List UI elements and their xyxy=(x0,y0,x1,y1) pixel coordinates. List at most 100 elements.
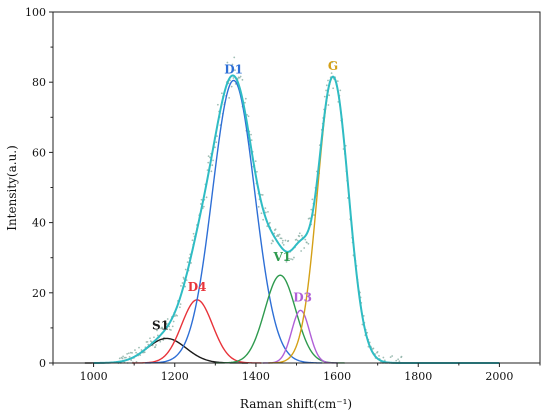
raw-point xyxy=(400,355,403,358)
raw-point xyxy=(311,198,314,201)
raw-point xyxy=(325,89,327,92)
x-tick-label: 1600 xyxy=(323,370,351,383)
raw-point xyxy=(135,351,137,354)
raw-point xyxy=(323,95,326,98)
x-axis-label: Raman shift(cm⁻¹) xyxy=(240,397,352,411)
raw-point xyxy=(281,241,284,244)
raw-point xyxy=(146,340,149,343)
raw-point xyxy=(293,256,295,259)
raw-point xyxy=(288,257,290,260)
raw-point xyxy=(214,146,216,149)
raw-point xyxy=(383,359,386,362)
raw-point xyxy=(231,63,234,66)
raw-point xyxy=(332,87,335,90)
raw-point xyxy=(295,238,298,241)
raw-point xyxy=(287,239,290,242)
raw-point xyxy=(378,354,380,357)
raw-point xyxy=(272,240,274,243)
raw-point xyxy=(205,196,208,199)
raw-point xyxy=(184,285,186,288)
raw-point xyxy=(391,355,394,357)
x-tick-label: 2000 xyxy=(485,370,513,383)
raw-point xyxy=(210,170,213,173)
raw-point xyxy=(256,170,258,173)
y-tick-label: 20 xyxy=(32,287,46,300)
raw-point xyxy=(125,356,127,359)
raw-point xyxy=(264,207,267,210)
peak-curve-s1 xyxy=(84,337,248,364)
raw-point xyxy=(143,351,146,354)
raw-point xyxy=(382,356,385,359)
raw-point xyxy=(159,340,162,343)
raw-point xyxy=(313,214,315,216)
raw-point xyxy=(250,133,252,136)
peak-label-v1: V1 xyxy=(272,250,291,264)
raw-point xyxy=(284,239,287,242)
y-tick-label: 100 xyxy=(25,6,46,19)
raw-point xyxy=(254,160,257,163)
raw-point xyxy=(304,238,307,241)
raw-point xyxy=(153,336,155,339)
raw-point xyxy=(166,318,169,320)
raw-point xyxy=(232,77,235,79)
raw-point xyxy=(234,69,236,72)
raw-point xyxy=(397,358,400,361)
peak-curve-d1 xyxy=(144,79,322,364)
raw-point xyxy=(220,92,223,95)
peak-curve-g xyxy=(268,76,398,364)
raw-point xyxy=(202,205,205,208)
raw-point xyxy=(138,346,140,349)
raw-point xyxy=(122,355,124,358)
raw-point xyxy=(267,210,269,213)
raw-point xyxy=(191,239,194,242)
raw-point xyxy=(290,258,292,260)
raw-point xyxy=(330,72,333,75)
raw-point xyxy=(181,282,184,284)
raw-point xyxy=(239,75,242,78)
raw-point xyxy=(308,217,311,220)
raw-point xyxy=(264,211,267,214)
raw-point xyxy=(389,356,392,359)
raw-point xyxy=(156,329,158,332)
raw-point xyxy=(284,259,287,261)
x-tick-label: 1000 xyxy=(80,370,108,383)
raw-point xyxy=(184,268,187,271)
raw-point xyxy=(211,164,214,167)
raw-point xyxy=(128,356,131,358)
peak-label-d1: D1 xyxy=(224,62,243,76)
raw-point xyxy=(339,89,342,92)
raw-point xyxy=(274,228,277,231)
raw-point xyxy=(121,357,124,360)
raw-point xyxy=(176,314,178,317)
raw-point xyxy=(226,61,229,64)
raw-point xyxy=(216,135,218,138)
x-tick-label: 1200 xyxy=(161,370,189,383)
peak-label-d4: D4 xyxy=(188,280,207,294)
raw-point xyxy=(238,76,241,79)
raw-point xyxy=(200,198,203,201)
raw-point xyxy=(310,208,313,211)
raw-point xyxy=(182,276,185,279)
raw-point xyxy=(328,94,331,97)
raw-point xyxy=(140,349,143,351)
raw-point xyxy=(130,359,133,361)
raw-point xyxy=(230,85,233,88)
raw-point xyxy=(228,96,231,99)
raw-point xyxy=(285,260,288,263)
raw-point xyxy=(257,205,260,208)
raw-point xyxy=(331,61,334,64)
raw-point xyxy=(395,359,398,362)
raw-point xyxy=(207,155,210,158)
raw-point xyxy=(307,242,310,245)
raw-point xyxy=(131,352,133,354)
x-tick-label: 1400 xyxy=(242,370,270,383)
raw-point xyxy=(215,141,218,144)
raw-point xyxy=(296,239,299,242)
raw-point xyxy=(179,303,182,306)
raw-point xyxy=(270,242,273,245)
raw-point xyxy=(172,320,175,323)
raw-point xyxy=(180,284,182,287)
y-tick-label: 40 xyxy=(32,217,46,230)
raw-point xyxy=(305,241,308,244)
